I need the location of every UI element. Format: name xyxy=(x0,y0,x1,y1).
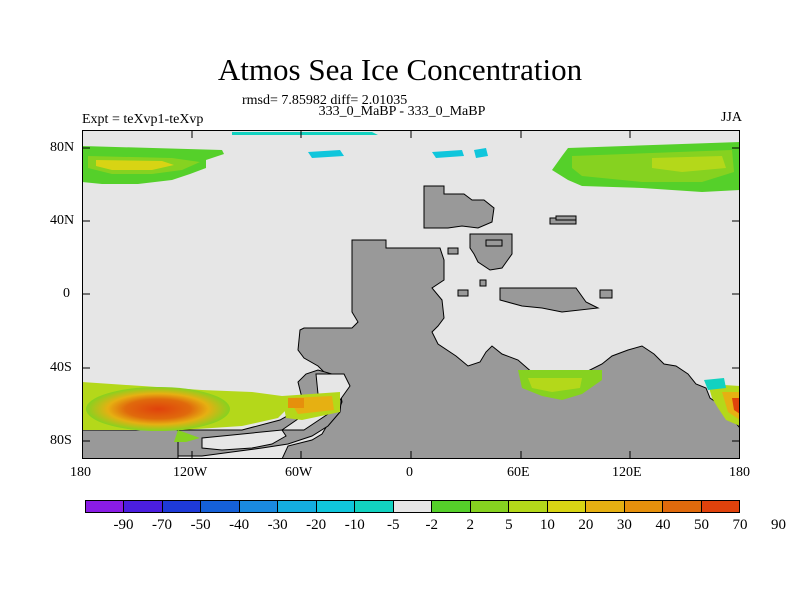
colorbar-label: -70 xyxy=(152,517,173,533)
colorbar-label: -50 xyxy=(190,517,211,533)
colorbar-box xyxy=(470,501,510,512)
colorbar-box xyxy=(316,501,356,512)
colorbar-box xyxy=(355,501,394,512)
colorbar-box xyxy=(624,501,664,512)
colorbar-box xyxy=(547,501,587,512)
case-label: 333_0_MaBP - 333_0_MaBP xyxy=(318,104,486,119)
lon-label-120w: 120W xyxy=(173,465,208,480)
colorbar-label: -10 xyxy=(344,517,365,533)
colorbar-box xyxy=(432,501,471,512)
colorbar-label: 70 xyxy=(732,517,748,533)
lat-label-80n: 80N xyxy=(50,140,75,155)
lat-label-40n: 40N xyxy=(50,213,75,228)
colorbar-box xyxy=(393,501,433,512)
inland-sea-2 xyxy=(201,429,287,451)
colorbar-label: 5 xyxy=(505,517,513,533)
season-label: JJA xyxy=(720,110,742,125)
colorbar-label: -30 xyxy=(267,517,288,533)
colorbar-box xyxy=(162,501,202,512)
lon-label-60e: 60E xyxy=(507,465,530,480)
land-mass xyxy=(82,185,740,459)
colorbar-box xyxy=(124,501,163,512)
plot-title: Atmos Sea Ice Concentration xyxy=(217,52,583,87)
colorbar-box xyxy=(201,501,240,512)
stats-label: rmsd= 7.85982 diff= 2.01035 xyxy=(242,93,408,108)
lon-label-180e: 180 xyxy=(729,465,750,480)
colorbar-labels: -90 -70 -50 -40 -30 -20 -10 -5 -2 2 5 10 20 30 40 50 70 9… xyxy=(85,517,787,535)
colorbar-label: -20 xyxy=(306,517,327,533)
colorbar-box xyxy=(663,501,702,512)
colorbar-box xyxy=(86,501,125,512)
lon-label-180w: 180 xyxy=(70,465,91,480)
lon-tick-marks xyxy=(191,130,631,459)
colorbar-label: 2 xyxy=(466,517,475,533)
sea-ice-map xyxy=(82,130,740,459)
colorbar xyxy=(85,500,740,513)
colorbar-box xyxy=(586,501,625,512)
antarctic-anomaly xyxy=(82,370,740,442)
arctic-anomaly xyxy=(82,130,740,192)
colorbar-label: 10 xyxy=(539,517,555,533)
colorbar-label: 20 xyxy=(578,517,594,533)
colorbar-label: 30 xyxy=(616,517,632,533)
lat-label-80s: 80S xyxy=(50,433,72,448)
colorbar-label: -40 xyxy=(229,517,250,533)
colorbar-box xyxy=(509,501,548,512)
experiment-label: Expt = teXvp1-teXvp xyxy=(82,112,204,127)
colorbar-label: 90 xyxy=(771,517,787,533)
colorbar-label: -2 xyxy=(425,517,439,533)
lat-label-0: 0 xyxy=(63,286,70,301)
colorbar-box xyxy=(239,501,279,512)
lat-label-40s: 40S xyxy=(50,360,72,375)
colorbar-label: 40 xyxy=(655,517,671,533)
lat-tick-marks xyxy=(82,147,740,442)
colorbar-label: -90 xyxy=(113,517,134,533)
lon-label-60w: 60W xyxy=(285,465,313,480)
colorbar-label: -5 xyxy=(386,517,400,533)
colorbar-box xyxy=(278,501,317,512)
lon-label-120e: 120E xyxy=(612,465,642,480)
colorbar-box xyxy=(701,501,739,512)
lon-label-0: 0 xyxy=(406,465,413,480)
colorbar-label: 50 xyxy=(693,517,709,533)
